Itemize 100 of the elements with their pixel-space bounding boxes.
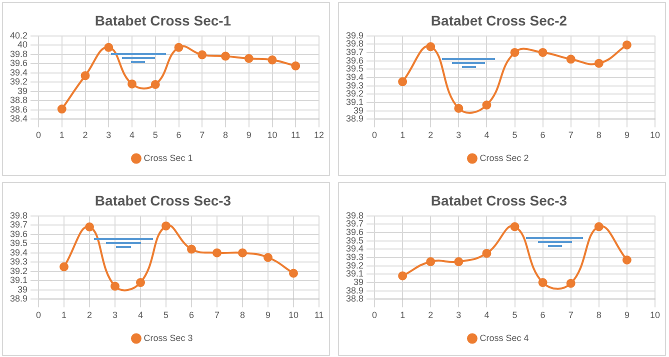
- y-tick-label: 39.6: [346, 226, 364, 237]
- y-tick-label: 39.1: [346, 268, 364, 279]
- y-tick-label: 38.4: [10, 114, 28, 124]
- y-tick-label: 39.7: [346, 218, 364, 229]
- x-tick-label: 6: [189, 310, 194, 320]
- x-tick-label: 10: [650, 130, 660, 140]
- y-tick-label: 39.4: [346, 72, 364, 82]
- x-tick-label: 4: [484, 310, 490, 320]
- y-tick-label: 38.8: [346, 294, 364, 304]
- x-tick-label: 4: [138, 310, 144, 320]
- y-tick-label: 39.3: [346, 80, 364, 90]
- point: [238, 248, 248, 258]
- point: [244, 54, 254, 64]
- chart-title: Batabet Cross Sec-3: [94, 192, 232, 208]
- x-tick-label: 9: [624, 310, 630, 320]
- point: [398, 271, 408, 280]
- y-tick-label: 39.4: [10, 67, 28, 78]
- point: [212, 248, 222, 258]
- point: [566, 278, 576, 288]
- legend-label: Cross Sec 2: [480, 152, 529, 163]
- x-tick-label: 8: [240, 310, 246, 320]
- x-tick-label: 11: [314, 310, 324, 320]
- x-tick-label: 7: [214, 310, 220, 320]
- x-tick-label: 11: [290, 130, 300, 140]
- chart-title: Batabet Cross Sec-3: [430, 192, 568, 208]
- y-tick-label: 39.1: [346, 97, 364, 108]
- x-tick-label: 9: [624, 130, 630, 140]
- y-tick-label: 39.2: [10, 76, 28, 87]
- x-tick-label: 2: [428, 310, 434, 320]
- point: [454, 104, 464, 113]
- y-tick-label: 39.7: [346, 46, 364, 57]
- x-tick-label: 10: [267, 130, 278, 140]
- x-tick-label: 1: [62, 310, 67, 320]
- x-tick-label: 5: [512, 310, 518, 320]
- x-tick-label: 5: [152, 130, 158, 140]
- x-tick-label: 7: [568, 310, 574, 320]
- x-tick-label: 5: [164, 310, 169, 320]
- point: [60, 262, 69, 272]
- x-tick-label: 1: [400, 130, 406, 140]
- point: [150, 80, 160, 89]
- x-tick-label: 12: [314, 130, 324, 140]
- y-tick-label: 40: [18, 40, 28, 50]
- point: [289, 268, 298, 278]
- x-tick-label: 8: [596, 310, 602, 320]
- y-tick-label: 39.2: [346, 88, 364, 99]
- x-tick-label: 0: [36, 130, 42, 140]
- x-tick-label: 3: [456, 130, 462, 140]
- y-tick-label: 39: [18, 86, 28, 96]
- y-tick-label: 39.8: [346, 210, 364, 220]
- y-tick-label: 39.3: [346, 252, 364, 262]
- y-tick-label: 39.4: [346, 244, 364, 254]
- x-tick-label: 0: [372, 130, 378, 140]
- point: [538, 48, 548, 57]
- y-tick-label: 38.9: [10, 294, 28, 304]
- y-tick-label: 39.9: [346, 30, 364, 40]
- y-tick-label: 40.2: [10, 30, 28, 40]
- point: [221, 52, 230, 61]
- y-tick-label: 39.4: [10, 247, 28, 258]
- y-tick-label: 39.5: [346, 235, 364, 246]
- x-tick-label: 2: [87, 310, 92, 320]
- point: [198, 50, 207, 60]
- y-tick-label: 39.6: [346, 55, 364, 66]
- y-tick-label: 38.6: [10, 104, 28, 114]
- y-tick-label: 39.8: [10, 210, 28, 220]
- x-tick-label: 2: [82, 130, 88, 140]
- y-tick-label: 39.8: [346, 38, 364, 49]
- x-tick-label: 0: [372, 310, 378, 320]
- point: [85, 222, 94, 232]
- x-tick-label: 7: [568, 130, 574, 140]
- y-tick-label: 39.1: [10, 275, 28, 286]
- point: [110, 282, 120, 291]
- x-tick-label: 1: [59, 130, 64, 140]
- x-tick-label: 1: [400, 310, 406, 320]
- y-tick-label: 39.2: [346, 260, 364, 270]
- point: [454, 257, 464, 266]
- point: [594, 58, 604, 68]
- point: [268, 55, 277, 64]
- chart-title: Batabet Cross Sec-1: [94, 12, 232, 28]
- x-tick-label: 10: [288, 310, 299, 320]
- point: [174, 42, 184, 52]
- point: [264, 253, 273, 262]
- point: [510, 48, 520, 57]
- point: [538, 278, 548, 288]
- x-tick-label: 6: [540, 310, 546, 320]
- x-tick-label: 4: [130, 130, 135, 140]
- point: [291, 61, 300, 70]
- point: [482, 100, 492, 110]
- y-tick-label: 39.2: [10, 266, 28, 276]
- y-tick-label: 39: [18, 284, 28, 294]
- point: [162, 221, 171, 230]
- point: [57, 104, 66, 114]
- point: [398, 77, 408, 86]
- point: [187, 244, 196, 254]
- point: [426, 42, 436, 52]
- x-tick-label: 0: [36, 310, 42, 320]
- y-tick-label: 39.6: [10, 228, 28, 239]
- x-tick-label: 9: [265, 310, 271, 320]
- x-tick-label: 10: [650, 310, 660, 320]
- y-tick-label: 39.5: [10, 238, 28, 248]
- y-tick-label: 39.3: [10, 256, 28, 267]
